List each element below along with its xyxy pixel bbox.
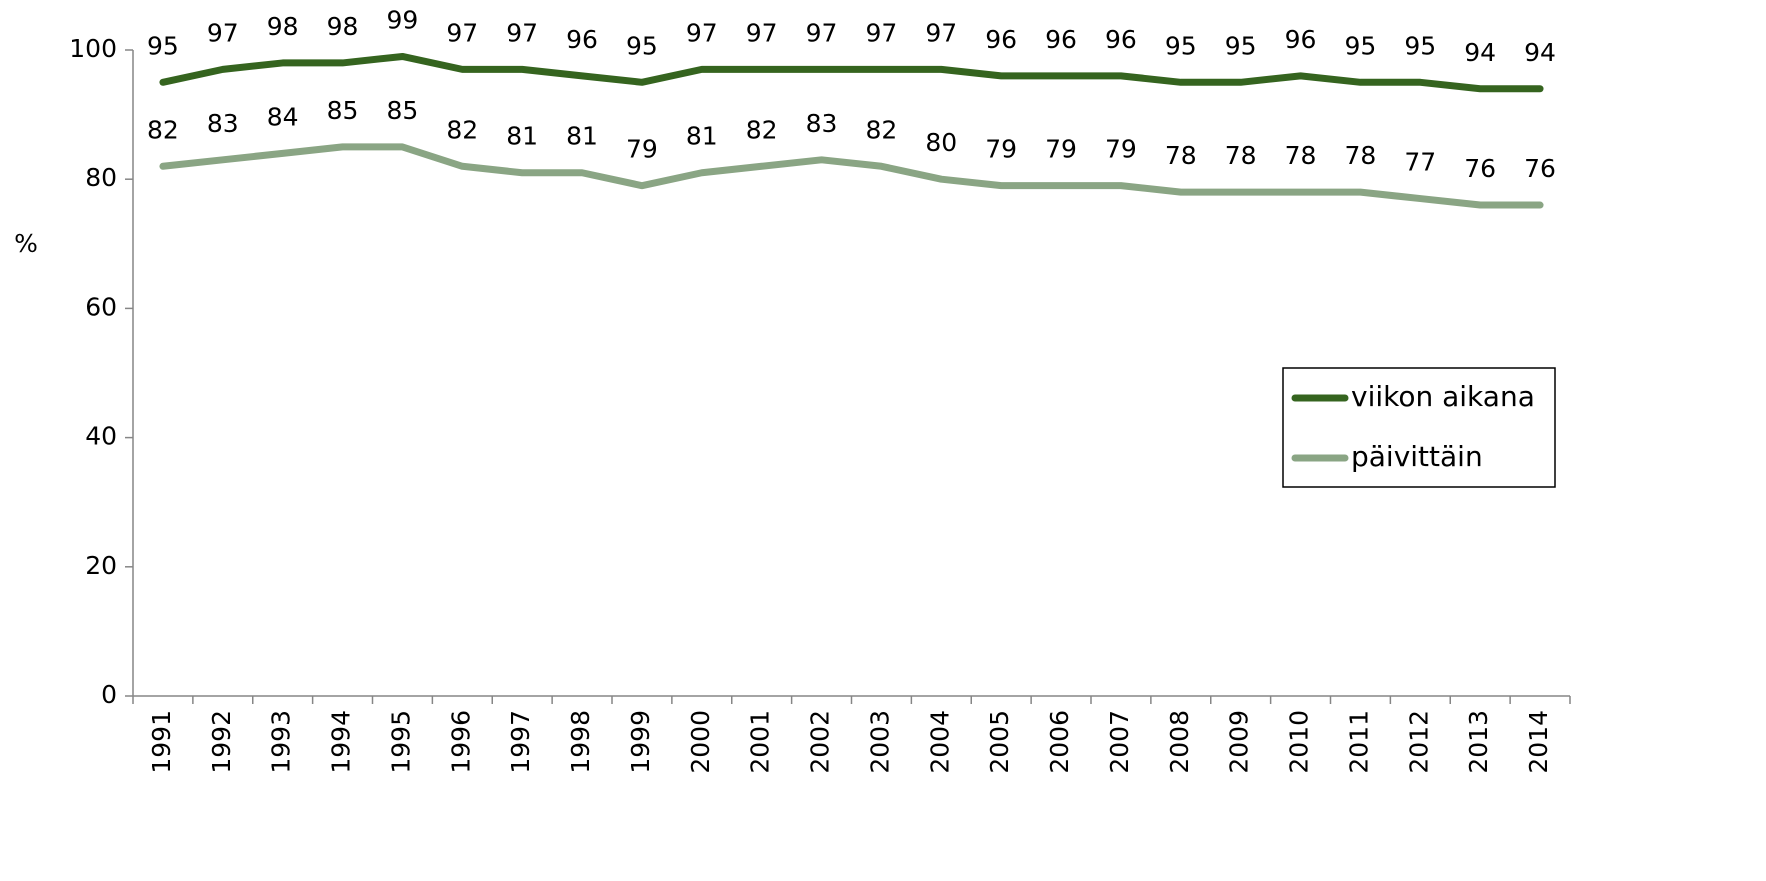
y-tick-label: 80 (85, 163, 117, 192)
data-label: 85 (387, 96, 419, 125)
x-tick-label: 2005 (985, 710, 1014, 774)
data-label: 95 (1345, 31, 1377, 60)
data-label: 76 (1464, 154, 1496, 183)
data-label: 79 (1045, 135, 1077, 164)
data-label: 78 (1165, 141, 1197, 170)
x-tick-label: 1993 (267, 710, 296, 774)
x-tick-label: 2001 (746, 710, 775, 774)
data-label: 97 (207, 18, 239, 47)
x-tick-label: 1991 (147, 710, 176, 774)
data-label: 99 (387, 5, 419, 34)
x-tick-label: 2010 (1285, 710, 1314, 774)
data-label: 97 (866, 18, 898, 47)
y-tick-label: 60 (85, 292, 117, 321)
data-label: 97 (446, 18, 478, 47)
data-label: 94 (1464, 38, 1496, 67)
x-tick-label: 2013 (1464, 710, 1493, 774)
data-label: 77 (1404, 148, 1436, 177)
x-tick-label: 2002 (806, 710, 835, 774)
data-label: 97 (746, 18, 778, 47)
x-tick-label: 2014 (1524, 710, 1553, 774)
data-label: 96 (566, 25, 598, 54)
x-tick-label: 1994 (327, 710, 356, 774)
y-tick-label: 100 (69, 34, 117, 63)
data-label: 85 (327, 96, 359, 125)
x-tick-label: 2008 (1165, 710, 1194, 774)
data-label: 83 (207, 109, 239, 138)
data-label: 81 (686, 122, 718, 151)
x-tick-label: 1992 (207, 710, 236, 774)
data-label: 82 (446, 115, 478, 144)
data-label: 96 (1105, 25, 1137, 54)
legend-label: päivittäin (1351, 440, 1483, 473)
y-tick-label: 20 (85, 551, 117, 580)
data-label: 79 (626, 135, 658, 164)
data-label: 83 (806, 109, 838, 138)
x-tick-label: 2012 (1404, 710, 1433, 774)
data-label: 97 (686, 18, 718, 47)
x-tick-label: 1997 (506, 710, 535, 774)
data-label: 79 (1105, 135, 1137, 164)
data-label: 82 (147, 115, 179, 144)
data-label: 95 (1225, 31, 1257, 60)
data-label: 95 (626, 31, 658, 60)
data-label: 95 (1404, 31, 1436, 60)
data-label: 81 (506, 122, 538, 151)
x-tick-label: 1998 (566, 710, 595, 774)
x-tick-label: 2007 (1105, 710, 1134, 774)
x-tick-label: 2004 (925, 710, 954, 774)
x-tick-label: 1995 (386, 710, 415, 774)
x-tick-label: 2011 (1344, 710, 1373, 774)
data-label: 84 (267, 102, 299, 131)
x-tick-label: 1996 (446, 710, 475, 774)
data-label: 78 (1285, 141, 1317, 170)
data-label: 81 (566, 122, 598, 151)
x-tick-label: 1999 (626, 710, 655, 774)
data-label: 96 (1045, 25, 1077, 54)
legend-box (1282, 367, 1556, 488)
data-label: 96 (985, 25, 1017, 54)
data-label: 96 (1285, 25, 1317, 54)
y-tick-label: 40 (85, 422, 117, 451)
x-tick-label: 2003 (865, 710, 894, 774)
data-label: 97 (806, 18, 838, 47)
data-label: 76 (1524, 154, 1556, 183)
y-tick-label: 0 (101, 680, 117, 709)
x-tick-label: 2006 (1045, 710, 1074, 774)
data-label: 78 (1225, 141, 1257, 170)
series-line (159, 52, 1544, 93)
data-label: 79 (985, 135, 1017, 164)
data-label: 97 (506, 18, 538, 47)
data-label: 94 (1524, 38, 1556, 67)
data-label: 80 (925, 128, 957, 157)
data-label: 95 (147, 31, 179, 60)
data-label: 95 (1165, 31, 1197, 60)
data-label: 98 (267, 12, 299, 41)
x-tick-label: 2000 (686, 710, 715, 774)
series-line (159, 143, 1544, 209)
data-label: 97 (925, 18, 957, 47)
data-label: 82 (866, 115, 898, 144)
legend-label: viikon aikana (1351, 380, 1535, 413)
x-tick-label: 2009 (1225, 710, 1254, 774)
data-label: 82 (746, 115, 778, 144)
data-label: 98 (327, 12, 359, 41)
data-label: 78 (1345, 141, 1377, 170)
y-axis-label: % (14, 229, 38, 258)
